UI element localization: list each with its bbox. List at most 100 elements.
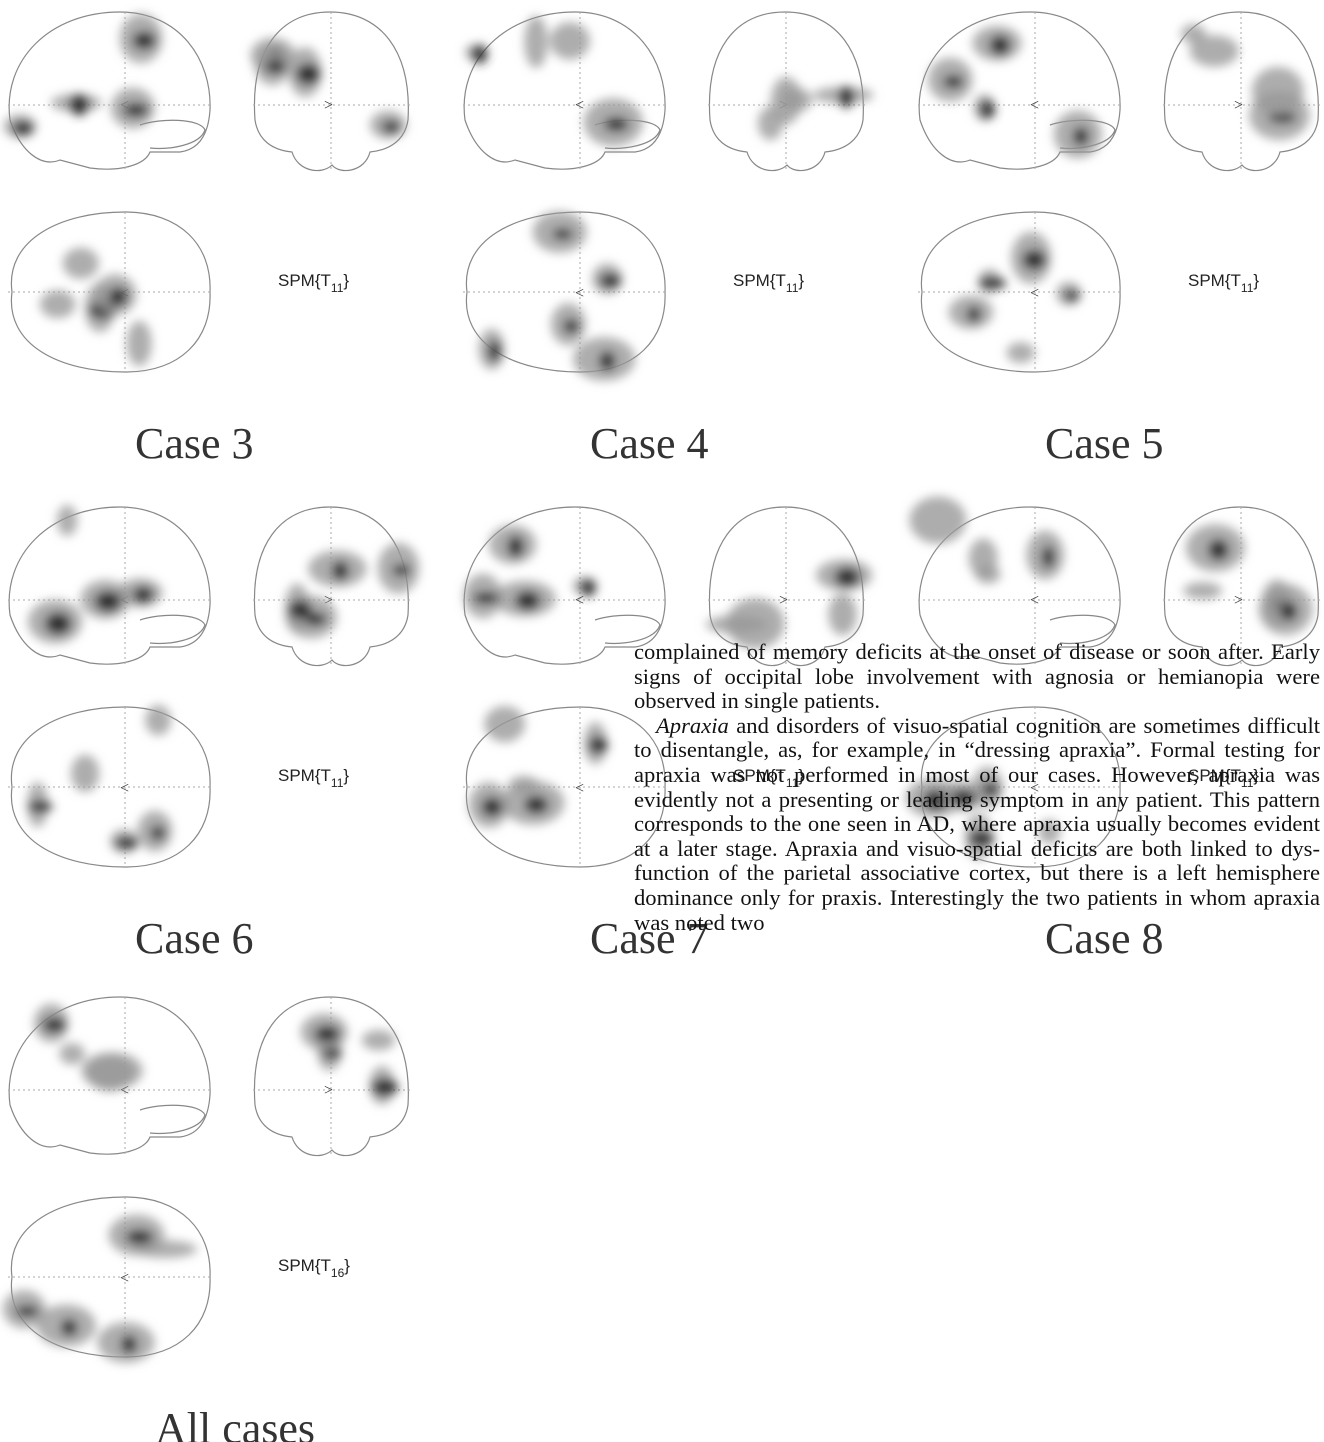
spm-label: SPM{T16} xyxy=(278,1256,350,1280)
blob-core xyxy=(382,121,399,133)
blob-core xyxy=(604,118,628,131)
blob xyxy=(127,321,152,366)
blob-core xyxy=(265,61,285,73)
blob-core xyxy=(123,104,148,117)
blob-core xyxy=(835,568,860,587)
glass-brain-panel: <><SPM{T11}Case 3 xyxy=(4,12,410,468)
blob-core xyxy=(61,1319,77,1335)
blob-core xyxy=(69,94,88,115)
activation xyxy=(928,26,1102,158)
activation xyxy=(706,559,872,648)
activation xyxy=(3,1215,197,1363)
activation xyxy=(758,77,874,140)
blob xyxy=(1007,342,1035,363)
blob xyxy=(969,538,998,577)
blob-core xyxy=(126,1230,153,1244)
glass-brain-panel: <><SPM{T11}Case 6 xyxy=(8,505,419,963)
blob xyxy=(71,755,99,792)
blob-core xyxy=(289,601,311,620)
blob-core xyxy=(943,76,963,88)
blob xyxy=(86,1055,134,1092)
blob-core xyxy=(525,796,548,813)
case-caption: Case 5 xyxy=(1045,419,1164,468)
blob-core xyxy=(133,32,155,49)
spm-close: } xyxy=(1253,271,1259,290)
blob-core xyxy=(1064,290,1079,301)
blob xyxy=(550,22,590,59)
spm-base: SPM{T xyxy=(1188,271,1241,290)
activation xyxy=(301,1014,398,1105)
activation xyxy=(4,14,163,138)
sagittal-outline xyxy=(9,12,210,169)
cursor: > xyxy=(324,97,333,114)
sagittal-lobe xyxy=(140,615,205,643)
spm-base: SPM{T xyxy=(278,766,331,785)
blob-core xyxy=(553,229,573,239)
activation xyxy=(1183,524,1312,635)
spm-base: SPM{T xyxy=(278,271,331,290)
cursor: > xyxy=(1234,97,1243,114)
text-column: complained of memory deficits at the ons… xyxy=(634,640,1320,935)
blob-core xyxy=(16,1306,39,1317)
spm-close: } xyxy=(344,1256,350,1275)
blob-core xyxy=(1280,602,1297,621)
blob-core xyxy=(508,536,524,557)
page: { "panels": [ {"label_base": "SPM{T", "l… xyxy=(0,0,1324,1442)
blob-core xyxy=(600,274,621,288)
spm-close: } xyxy=(343,766,349,785)
blob-core xyxy=(515,591,539,609)
blob-core xyxy=(372,1079,398,1096)
blob xyxy=(63,248,99,279)
glass-brain-panel: < > < SPM{T11} Case 5 xyxy=(918,12,1320,468)
blob-core xyxy=(109,287,127,305)
blob xyxy=(780,88,812,112)
cursor: < xyxy=(1030,97,1039,114)
spm-base: SPM{T xyxy=(278,1256,331,1275)
cursor: < xyxy=(120,780,129,797)
activation xyxy=(40,248,152,367)
case-caption: Case 4 xyxy=(590,419,709,468)
blob-core xyxy=(332,562,348,580)
blob xyxy=(758,107,783,141)
glass-brain-panel: <><SPM{T16}All cases xyxy=(3,997,410,1442)
blob-core xyxy=(95,591,121,611)
blob-core xyxy=(151,826,165,840)
activation xyxy=(28,505,163,643)
blob xyxy=(909,497,966,544)
spm-subscript: 11 xyxy=(786,281,799,295)
blob-core xyxy=(564,319,579,333)
blob-core xyxy=(967,307,980,322)
activation xyxy=(251,38,407,139)
paragraph: Apraxia and disorders of visuo-spatial c… xyxy=(634,714,1320,935)
blob-core xyxy=(296,64,320,85)
spm-subscript: 11 xyxy=(1241,281,1254,295)
glass-brain-panel: <><SPM{T11}Case 4 xyxy=(463,12,874,468)
blob-core xyxy=(472,45,488,64)
cursor: < xyxy=(1030,592,1039,609)
activation xyxy=(1181,24,1310,140)
cursor: < xyxy=(120,1270,129,1287)
blob-core xyxy=(121,1336,136,1354)
blob xyxy=(1252,67,1304,115)
blob xyxy=(828,593,856,635)
blob-core xyxy=(580,579,596,596)
cursor: > xyxy=(779,592,788,609)
activation xyxy=(285,543,419,638)
blob-core xyxy=(599,352,615,371)
blob-core xyxy=(1208,540,1228,560)
spm-label: SPM{T11} xyxy=(733,271,804,295)
blob-core xyxy=(488,341,501,362)
blob xyxy=(57,505,77,536)
spm-subscript: 11 xyxy=(331,776,344,790)
cursor: < xyxy=(575,285,584,302)
activation xyxy=(479,211,636,380)
blob-core xyxy=(43,1018,65,1033)
activation xyxy=(469,706,608,828)
cursor: < xyxy=(1030,285,1039,302)
italic-term: Apraxia xyxy=(656,713,729,738)
blob xyxy=(40,290,75,318)
sagittal-lobe xyxy=(140,1105,205,1133)
activation xyxy=(34,1004,143,1092)
blob-core xyxy=(115,837,138,849)
blob-core xyxy=(393,565,411,576)
